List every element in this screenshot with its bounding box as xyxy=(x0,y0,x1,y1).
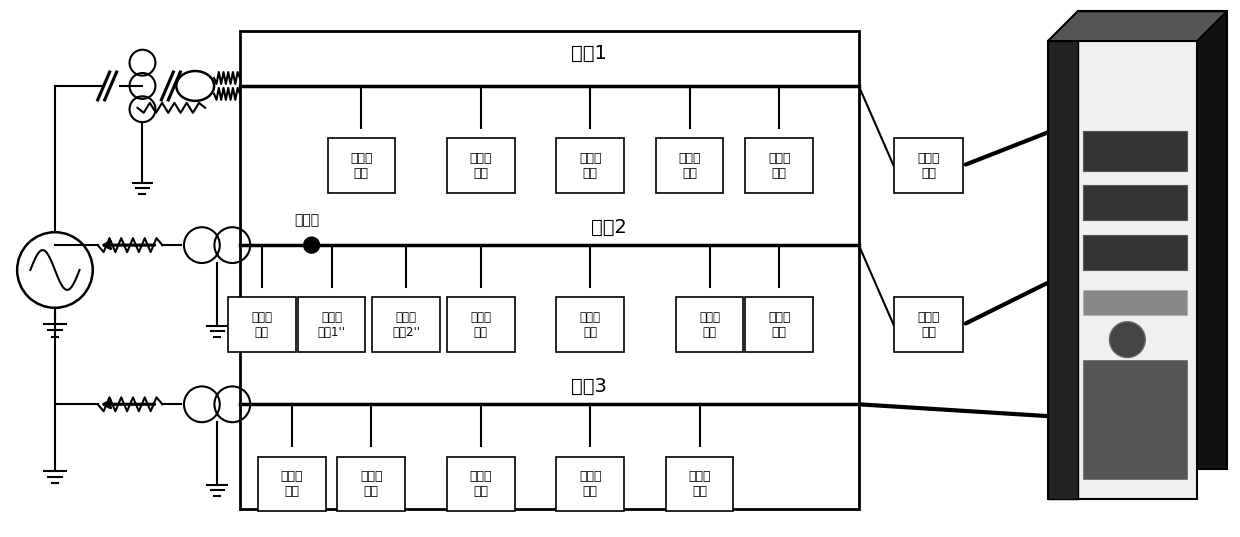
Text: 监测传
感器: 监测传 感器 xyxy=(678,151,701,179)
Text: 监测传
感器: 监测传 感器 xyxy=(768,311,790,339)
Text: 监测传
感器: 监测传 感器 xyxy=(470,151,492,179)
Bar xyxy=(1083,290,1187,315)
Bar xyxy=(258,456,326,511)
Bar xyxy=(676,297,743,352)
Bar xyxy=(446,456,515,511)
Text: 监测传
感器: 监测传 感器 xyxy=(579,151,601,179)
Polygon shape xyxy=(1048,41,1197,499)
Text: 监测传
感器1'': 监测传 感器1'' xyxy=(317,311,346,339)
Bar xyxy=(894,138,963,193)
Text: 监测传
感器2'': 监测传 感器2'' xyxy=(392,311,420,339)
Text: 监测传
感器: 监测传 感器 xyxy=(470,470,492,498)
Bar xyxy=(894,297,963,352)
Polygon shape xyxy=(1048,41,1078,499)
Bar xyxy=(557,297,624,352)
Bar xyxy=(228,297,295,352)
Bar xyxy=(656,138,723,193)
Bar xyxy=(327,138,396,193)
Text: 线路2: 线路2 xyxy=(591,217,627,237)
Text: 监测传
感器: 监测传 感器 xyxy=(579,470,601,498)
Text: 监测传
感器: 监测传 感器 xyxy=(360,470,383,498)
Bar xyxy=(745,297,813,352)
Text: 监测传
感器: 监测传 感器 xyxy=(688,470,711,498)
Text: 监测传
感器: 监测传 感器 xyxy=(699,311,720,339)
Bar xyxy=(1083,360,1187,479)
Bar xyxy=(1083,185,1187,220)
Text: 监测传
感器: 监测传 感器 xyxy=(918,311,940,339)
Text: 线路3: 线路3 xyxy=(572,377,608,396)
Text: 监测传
感器: 监测传 感器 xyxy=(579,311,600,339)
Bar xyxy=(1083,235,1187,270)
Bar xyxy=(337,456,405,511)
Polygon shape xyxy=(1078,11,1226,469)
Text: 监测传
感器: 监测传 感器 xyxy=(252,311,273,339)
Bar xyxy=(745,138,813,193)
Bar xyxy=(1083,130,1187,171)
Text: 雷击点: 雷击点 xyxy=(294,213,319,227)
Text: 监测传
感器: 监测传 感器 xyxy=(768,151,790,179)
Circle shape xyxy=(1110,322,1146,358)
Bar xyxy=(241,31,859,509)
Text: 线路1: 线路1 xyxy=(572,43,608,63)
Text: 监测传
感器: 监测传 感器 xyxy=(350,151,372,179)
Text: 监测传
感器: 监测传 感器 xyxy=(280,470,303,498)
Text: 监测传
感器: 监测传 感器 xyxy=(918,151,940,179)
Text: 监测传
感器: 监测传 感器 xyxy=(470,311,491,339)
Bar xyxy=(298,297,366,352)
Circle shape xyxy=(304,237,320,253)
Bar xyxy=(446,297,515,352)
Bar xyxy=(372,297,440,352)
Bar xyxy=(557,138,624,193)
Bar xyxy=(446,138,515,193)
Bar xyxy=(666,456,733,511)
Polygon shape xyxy=(1048,11,1226,41)
Bar xyxy=(557,456,624,511)
